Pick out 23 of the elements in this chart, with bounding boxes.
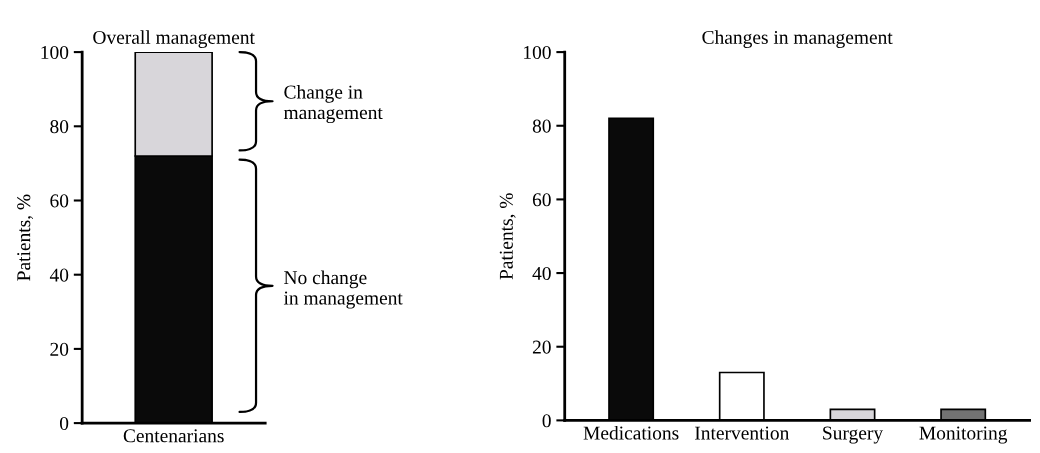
y-tick-label: 20: [532, 340, 551, 354]
y-tick-label: 80: [50, 120, 69, 134]
y-tick-label: 40: [49, 268, 69, 282]
text: Change in management: [283, 85, 383, 124]
y-tick-label: 0: [542, 414, 551, 428]
y-tick-label: 60: [532, 193, 551, 207]
y-tick-label: 20: [50, 342, 69, 356]
y-tick-label: 40: [532, 266, 551, 281]
text: No change in management: [283, 270, 403, 309]
y-tick-label: 60: [50, 194, 69, 208]
y-tick-label: 0: [59, 416, 69, 431]
y-tick-label: 80: [532, 119, 551, 133]
chart-title: Changes in management: [702, 30, 893, 48]
y-tick-label: 100: [524, 45, 551, 60]
x-tick-label: Surgery: [823, 426, 884, 444]
chart-title: Overall management: [93, 30, 255, 48]
y-axis-title: Patients, %: [499, 193, 516, 280]
y-axis-title: Patients, %: [17, 194, 34, 281]
x-tick-label: Monitoring: [919, 426, 1008, 444]
x-tick-label: Intervention: [695, 426, 790, 440]
x-tick-label: Centenarians: [123, 429, 224, 443]
y-tick-label: 100: [41, 45, 69, 60]
x-tick-label: Medications: [583, 425, 679, 440]
